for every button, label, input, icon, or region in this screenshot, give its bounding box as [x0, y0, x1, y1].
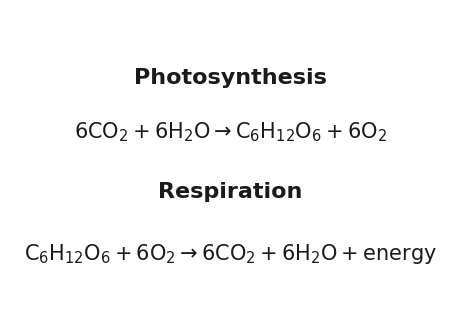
Text: Photosynthesis: Photosynthesis — [134, 68, 327, 88]
Text: $\mathregular{6CO_2 + 6H_2O} \rightarrow \mathregular{C_6H_{12}O_6 + 6O_2}$: $\mathregular{6CO_2 + 6H_2O} \rightarrow… — [74, 120, 387, 144]
Text: $\mathregular{C_6H_{12}O_6 + 6O_2} \rightarrow \mathregular{6CO_2 + 6H_2O + ener: $\mathregular{C_6H_{12}O_6 + 6O_2} \righ… — [24, 242, 437, 266]
Text: Respiration: Respiration — [158, 182, 303, 202]
